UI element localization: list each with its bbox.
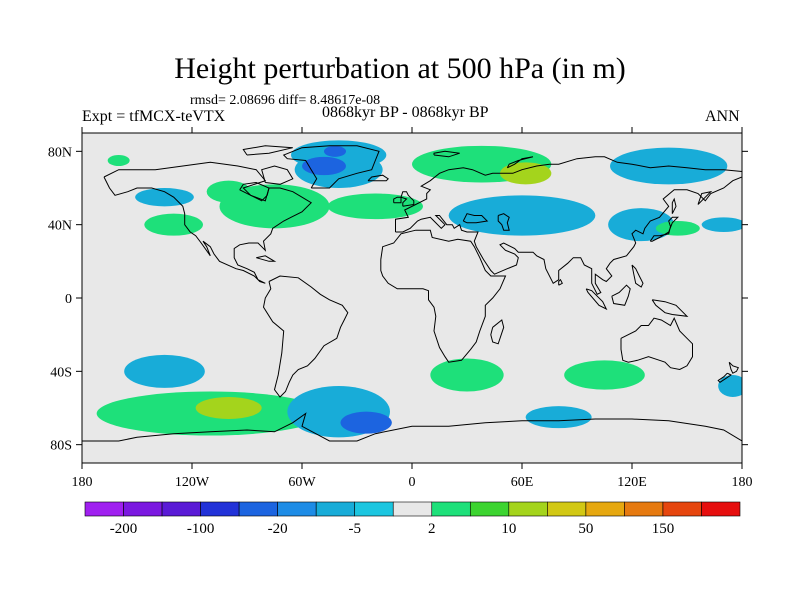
anomaly-patch [655,221,700,236]
colorbar-label: 2 [428,521,436,537]
coastline-new-zealand-north [728,361,740,374]
colorbar-box [585,501,625,517]
anomaly-patch [718,375,742,397]
coastline-black-sea [462,213,489,224]
anomaly-patch [324,145,346,157]
coastline-south-america [262,275,349,398]
anomaly-patch [124,354,205,388]
coastline-new-zealand-south [717,372,732,383]
coastline-ellesmere [242,145,293,156]
period-label: 0868kyr BP - 0868kyr BP [322,104,489,121]
anomaly-patch [564,360,645,390]
anomaly-patch [302,156,346,176]
colorbar-label: -20 [268,521,288,537]
map-title: Height perturbation at 500 hPa (in m) [174,52,626,85]
experiment-label: Expt = tfMCX-teVTX [82,108,226,125]
lon-tick-label: 180 [732,475,753,490]
map-axes: 80N 40N 0 40S 80S 180 120W 60W 0 60E 120E 180 [48,127,753,490]
coastline-new-guinea [651,299,689,317]
lat-tick-label: 40N [48,219,72,234]
colorbar-box [84,501,124,517]
lat-tick-label: 0 [65,292,72,307]
lat-tick-label: 40S [50,365,72,380]
colorbar-box [123,501,163,517]
colorbar-box [624,501,664,517]
anomaly-patch [430,358,504,392]
coastline-north-america [103,161,313,284]
coastline-caspian [497,213,510,231]
colorbar-label: 50 [578,521,593,537]
colorbar-box [662,501,702,517]
lon-tick-label: 120E [617,475,647,490]
colorbar-label: 150 [652,521,675,537]
anomaly-patch [500,162,552,185]
lon-tick-label: 60E [511,475,534,490]
colorbar-box [508,501,548,517]
lat-tick-label: 80N [48,145,72,160]
coastlines [82,145,742,442]
colorbar-box [277,501,317,517]
anomaly-patch [701,217,742,232]
coastline-philippines [631,264,644,288]
coastline-australia [620,317,693,371]
coastline-africa [380,229,507,363]
colorbar-label: -200 [110,521,138,537]
colorbar-box [701,501,741,517]
colorbar-label: -5 [348,521,361,537]
coastline-sri-lanka [558,278,563,286]
colorbar-box [161,501,201,517]
colorbar-label: 10 [501,521,516,537]
colorbar-box [238,501,278,517]
colorbar: -200 -100 -20 -5 2 10 50 150 [84,501,741,537]
coastline-iceland [367,174,389,182]
colorbar-box [315,501,356,517]
coastline-svalbard [433,150,460,158]
lon-tick-label: 0 [409,475,416,490]
season-label: ANN [705,108,740,125]
coastline-kamchatka-tip [697,190,713,205]
colorbar-box [469,501,510,517]
coastline-greenland [282,145,380,189]
coastline-borneo [611,284,631,306]
anomaly-patch [144,213,204,236]
colorbar-label: -100 [187,521,215,537]
lon-tick-label: 180 [72,475,93,490]
anomaly-patch [107,155,130,166]
coastline-great-britain [400,191,415,207]
anomaly-patch [195,397,262,419]
coastline-cuba [256,255,277,262]
coastline-sakhalin [671,197,677,214]
anomaly-patch [340,411,392,434]
coastline-japan [649,216,680,242]
coastline-madagascar [490,319,505,345]
coastline-hudson-bay [239,181,270,202]
lon-tick-label: 120W [175,475,210,490]
coastline-ireland [393,196,402,204]
anomaly-patch [448,195,596,236]
anomaly-patch [206,180,251,203]
colorbar-box [392,501,433,517]
lon-tick-label: 60W [288,475,316,490]
anomaly-patch [608,208,675,242]
colorbar-box [431,501,471,517]
anomaly-patch [327,193,424,220]
lat-tick-label: 80S [50,439,72,454]
anomaly-patch [525,406,592,429]
coastline-baffin [261,165,294,185]
stats-label: rmsd= 2.08696 diff= 8.48617e-08 [190,93,381,108]
coastline-antarctica-edge [82,412,742,442]
colorbar-box [547,501,587,517]
colorbar-box [200,501,240,517]
coastline-novaya-zemlya [506,156,534,169]
coastline-sumatra [585,288,608,311]
coastline-eurasia [395,156,742,295]
colorbar-box [354,501,394,517]
anomaly-patch [135,188,194,207]
